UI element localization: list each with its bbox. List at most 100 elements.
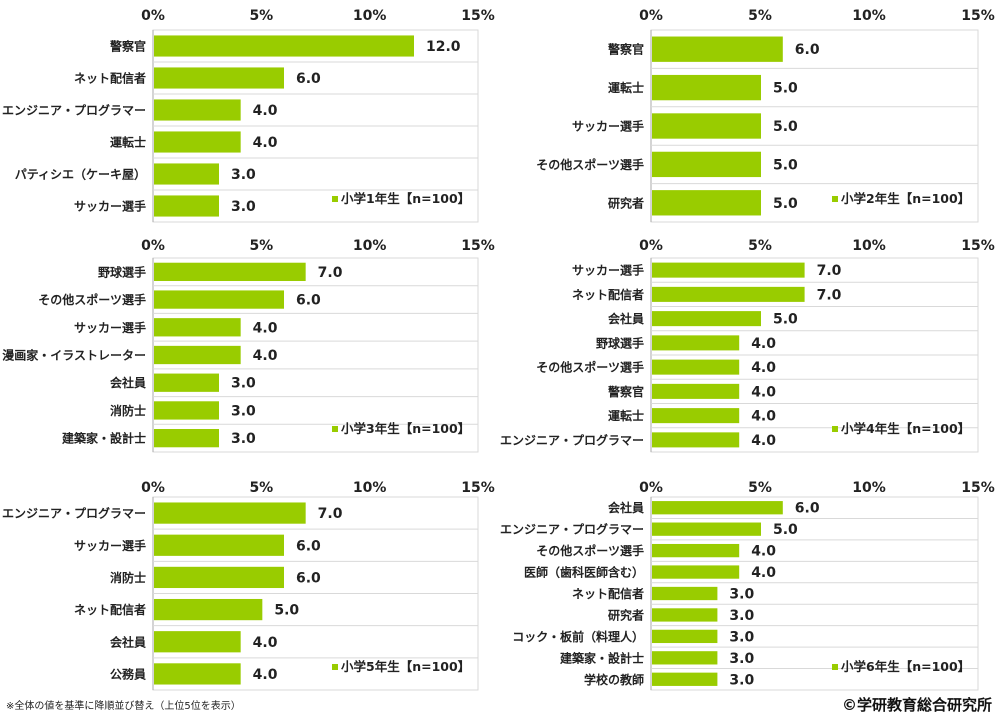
category-label: 警察官 (607, 42, 644, 57)
data-label: 4.0 (253, 635, 278, 651)
category-label: 野球選手 (596, 335, 644, 350)
chart-panel-3: 0% 5% 10% 15% 野球選手 7.0 その他スポーツ選手 6.0 サッカー選手 4.0 漫画… (2, 238, 495, 453)
category-label: 会社員 (110, 375, 146, 390)
category-label: 建築家・設計士 (61, 431, 146, 446)
tick-label: 5% (748, 8, 772, 24)
bar (652, 408, 740, 424)
category-label: 研究者 (608, 195, 644, 210)
tick-label: 15% (961, 238, 995, 254)
category-label: 学校の教師 (584, 672, 644, 687)
data-label: 7.0 (318, 506, 343, 522)
bar (652, 608, 718, 622)
legend-swatch (832, 664, 838, 670)
category-label: 運転士 (110, 135, 146, 150)
legend-label: 小学1年生【n=100】 (340, 191, 470, 206)
category-label: 研究者 (608, 607, 644, 622)
bar (154, 534, 284, 556)
category-label: サッカー選手 (572, 119, 644, 134)
bar (154, 163, 219, 185)
tick-label: 5% (249, 8, 273, 24)
category-label: コック・板前（料理人） (512, 629, 644, 644)
data-label: 3.0 (231, 199, 256, 215)
category-label: ネット配信者 (572, 287, 644, 302)
category-label: エンジニア・プログラマー (2, 506, 146, 521)
data-label: 4.0 (751, 544, 776, 560)
bar (652, 543, 740, 558)
tick-label: 10% (353, 238, 387, 254)
category-label: 会社員 (608, 311, 644, 326)
data-label: 6.0 (296, 570, 321, 586)
category-label: その他スポーツ選手 (536, 543, 644, 558)
bar (652, 359, 740, 375)
bar (154, 345, 241, 365)
bar (154, 67, 284, 89)
legend-swatch (332, 196, 338, 202)
bar (652, 113, 761, 139)
category-label: 運転士 (608, 408, 644, 423)
tick-label: 0% (141, 480, 165, 496)
bar (652, 190, 761, 216)
bar (652, 383, 740, 399)
bar (652, 335, 740, 351)
data-label: 4.0 (253, 135, 278, 151)
data-label: 5.0 (773, 157, 798, 173)
data-label: 3.0 (231, 431, 256, 447)
data-label: 5.0 (773, 81, 798, 97)
data-label: 12.0 (426, 39, 461, 55)
bar (154, 35, 414, 57)
data-label: 5.0 (773, 522, 798, 538)
tick-label: 15% (961, 480, 995, 496)
bar (652, 286, 805, 302)
data-label: 6.0 (795, 42, 820, 58)
category-label: ネット配信者 (74, 602, 146, 617)
bar (154, 318, 241, 337)
tick-label: 5% (748, 480, 772, 496)
data-label: 3.0 (729, 608, 754, 624)
data-label: 3.0 (231, 167, 256, 183)
legend-label: 小学5年生【n=100】 (340, 659, 470, 674)
bar (154, 373, 219, 392)
category-label: 建築家・設計士 (559, 650, 644, 665)
legend-swatch (832, 196, 838, 202)
bar (652, 151, 761, 178)
data-label: 3.0 (231, 403, 256, 419)
bar (154, 99, 241, 121)
data-label: 4.0 (751, 433, 776, 449)
category-label: エンジニア・プログラマー (500, 522, 644, 537)
data-label: 6.0 (296, 71, 321, 87)
data-label: 4.0 (751, 336, 776, 352)
data-label: 4.0 (751, 384, 776, 400)
tick-label: 15% (961, 8, 995, 24)
data-label: 5.0 (773, 119, 798, 135)
category-label: その他スポーツ選手 (38, 292, 146, 307)
category-label: 漫画家・イラストレーター (2, 348, 146, 363)
data-label: 4.0 (253, 667, 278, 683)
bar (154, 262, 306, 282)
chart-panel-2: 0% 5% 10% 15% 警察官 6.0 運転士 5.0 サッカー選手 5.0 その他スポーツ選手… (536, 8, 995, 223)
category-label: パティシエ（ケーキ屋） (15, 167, 146, 182)
data-label: 4.0 (253, 320, 278, 336)
data-label: 3.0 (729, 629, 754, 645)
bar (652, 74, 761, 101)
chart-panel-6: 0% 5% 10% 15% 会社員 6.0 エンジニア・プログラマー 5.0 その他スポーツ選手… (500, 480, 995, 691)
data-label: 6.0 (795, 501, 820, 517)
legend-label: 小学3年生【n=100】 (340, 421, 470, 436)
category-label: ネット配信者 (572, 586, 644, 601)
category-label: サッカー選手 (74, 538, 146, 553)
data-label: 4.0 (751, 360, 776, 376)
bar (652, 522, 761, 536)
category-label: エンジニア・プログラマー (2, 103, 146, 118)
data-label: 4.0 (253, 103, 278, 119)
bar (652, 36, 783, 62)
category-label: ネット配信者 (74, 71, 146, 86)
bar (154, 566, 284, 589)
category-label: サッカー選手 (74, 320, 146, 335)
category-label: 警察官 (109, 39, 146, 54)
category-label: その他スポーツ選手 (536, 360, 644, 375)
tick-label: 10% (353, 480, 387, 496)
bar (154, 290, 284, 309)
bar (154, 195, 219, 217)
category-label: 医師（歯科医師含む） (524, 565, 644, 580)
bar (652, 651, 718, 665)
